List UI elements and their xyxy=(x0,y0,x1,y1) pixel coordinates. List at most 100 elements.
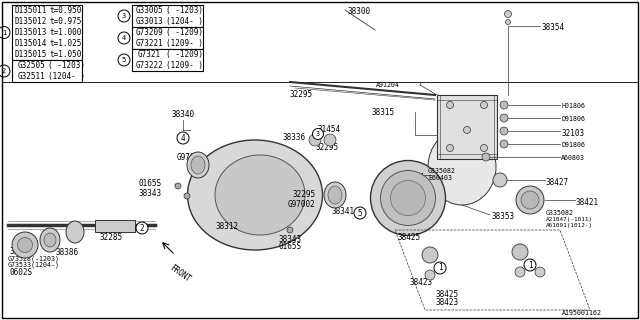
Circle shape xyxy=(118,32,130,44)
Bar xyxy=(132,49,203,71)
Text: 2: 2 xyxy=(140,223,144,233)
Text: 38343: 38343 xyxy=(139,188,162,197)
Text: D135013: D135013 xyxy=(15,28,47,37)
Circle shape xyxy=(482,153,490,161)
Text: 1: 1 xyxy=(2,29,6,36)
Text: D91806: D91806 xyxy=(561,116,585,122)
Text: 5: 5 xyxy=(122,57,126,63)
Text: A195001162: A195001162 xyxy=(562,310,602,316)
Ellipse shape xyxy=(40,228,60,252)
Text: E60403: E60403 xyxy=(428,175,452,181)
Text: D135012: D135012 xyxy=(15,17,47,26)
Ellipse shape xyxy=(44,233,56,247)
Text: 38386: 38386 xyxy=(55,248,78,257)
Circle shape xyxy=(493,173,507,187)
Circle shape xyxy=(312,129,323,140)
Text: 38425: 38425 xyxy=(398,233,421,242)
Ellipse shape xyxy=(428,129,496,205)
Text: 38423: 38423 xyxy=(435,298,458,307)
Circle shape xyxy=(500,101,508,109)
Circle shape xyxy=(136,222,148,234)
Text: 32295: 32295 xyxy=(290,90,313,99)
Bar xyxy=(12,60,82,82)
Text: 31454: 31454 xyxy=(318,125,341,134)
Text: D135015: D135015 xyxy=(15,50,47,59)
Ellipse shape xyxy=(328,186,342,204)
Ellipse shape xyxy=(188,140,323,250)
Text: 4: 4 xyxy=(180,133,186,142)
Text: 38300: 38300 xyxy=(348,7,371,16)
Text: (1204- ): (1204- ) xyxy=(47,72,84,81)
Text: 38425: 38425 xyxy=(435,290,458,299)
Circle shape xyxy=(463,126,470,133)
Ellipse shape xyxy=(516,186,544,214)
Text: 5: 5 xyxy=(358,209,362,218)
Text: 38340: 38340 xyxy=(171,110,194,119)
Text: 38104: 38104 xyxy=(401,173,424,182)
Text: G7321: G7321 xyxy=(138,50,161,59)
Text: A91204: A91204 xyxy=(376,82,400,88)
Text: t=0.975: t=0.975 xyxy=(50,17,82,26)
FancyBboxPatch shape xyxy=(437,95,497,159)
Text: 38380: 38380 xyxy=(10,247,33,256)
Circle shape xyxy=(324,134,336,146)
Text: 3: 3 xyxy=(316,131,320,137)
Text: 38336: 38336 xyxy=(283,133,306,142)
Circle shape xyxy=(184,193,190,199)
Text: A60803: A60803 xyxy=(561,155,585,161)
Text: G73209: G73209 xyxy=(135,28,163,37)
Text: 38341: 38341 xyxy=(332,207,355,216)
Ellipse shape xyxy=(381,171,435,226)
Text: G73533(1204-): G73533(1204-) xyxy=(8,262,60,268)
Ellipse shape xyxy=(521,191,539,209)
Text: 0165S: 0165S xyxy=(278,242,301,251)
Text: 0165S: 0165S xyxy=(139,179,162,188)
Text: 32295: 32295 xyxy=(293,190,316,199)
Text: ( -1203): ( -1203) xyxy=(47,61,84,70)
Circle shape xyxy=(177,132,189,144)
Text: (1209- ): (1209- ) xyxy=(166,39,203,48)
Text: (1209- ): (1209- ) xyxy=(166,61,203,70)
Circle shape xyxy=(500,127,508,135)
Text: G32505: G32505 xyxy=(17,61,45,70)
Text: D135014: D135014 xyxy=(15,39,47,48)
Text: 0602S: 0602S xyxy=(10,268,33,277)
Circle shape xyxy=(481,145,488,151)
Text: t=1.000: t=1.000 xyxy=(50,28,82,37)
Text: ( -1209): ( -1209) xyxy=(166,50,203,59)
Circle shape xyxy=(481,101,488,108)
Text: 2: 2 xyxy=(2,68,6,74)
Circle shape xyxy=(506,20,511,25)
Ellipse shape xyxy=(371,161,445,236)
Text: G33005: G33005 xyxy=(135,6,163,15)
Text: 38353: 38353 xyxy=(491,212,514,221)
Circle shape xyxy=(309,134,321,146)
Text: G33013: G33013 xyxy=(135,17,163,26)
Text: 32285: 32285 xyxy=(100,233,123,242)
Circle shape xyxy=(504,11,511,18)
Ellipse shape xyxy=(17,237,33,252)
Circle shape xyxy=(434,262,446,274)
Circle shape xyxy=(524,259,536,271)
Ellipse shape xyxy=(187,152,209,178)
Text: G73528(-1203): G73528(-1203) xyxy=(8,255,60,261)
Circle shape xyxy=(287,227,293,233)
Text: t=1.050: t=1.050 xyxy=(50,50,82,59)
Ellipse shape xyxy=(215,155,305,235)
Ellipse shape xyxy=(12,232,38,258)
Text: 1: 1 xyxy=(528,260,532,269)
Circle shape xyxy=(500,140,508,148)
Text: G335082: G335082 xyxy=(428,168,456,174)
Circle shape xyxy=(447,101,454,108)
Ellipse shape xyxy=(324,182,346,208)
Ellipse shape xyxy=(512,244,528,260)
Text: t=1.025: t=1.025 xyxy=(50,39,82,48)
Text: 32295: 32295 xyxy=(315,143,338,152)
Circle shape xyxy=(354,207,366,219)
Ellipse shape xyxy=(425,270,435,280)
Text: A61091(1012-): A61091(1012-) xyxy=(546,223,593,228)
Text: G335082: G335082 xyxy=(546,210,574,216)
Bar xyxy=(12,5,82,60)
Text: G97002: G97002 xyxy=(287,200,315,209)
Text: FRONT: FRONT xyxy=(168,263,192,284)
